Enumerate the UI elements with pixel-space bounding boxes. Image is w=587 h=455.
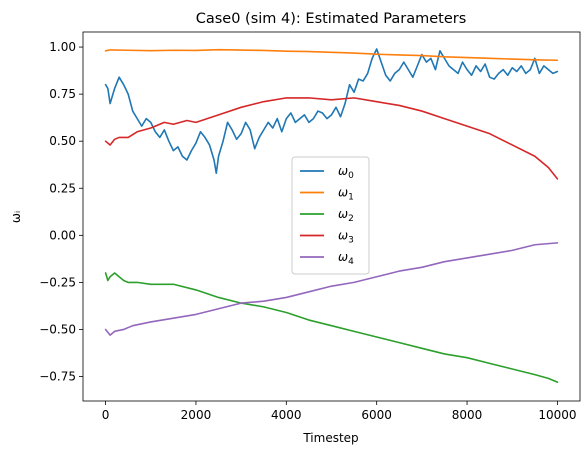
chart-title: Case0 (sim 4): Estimated Parameters bbox=[196, 11, 467, 27]
legend-label-0: ω0 bbox=[338, 164, 354, 181]
y-tick-label: −0.50 bbox=[39, 322, 76, 336]
series-line-2 bbox=[104, 272, 559, 383]
legend-box bbox=[291, 156, 370, 275]
series-line-4 bbox=[104, 242, 559, 336]
y-tick-label: 1.00 bbox=[49, 40, 76, 54]
series-line-1 bbox=[104, 48, 559, 62]
x-tick-label: 6000 bbox=[361, 408, 392, 422]
legend-label-1: ω1 bbox=[338, 186, 354, 203]
series-line-3 bbox=[104, 97, 559, 180]
y-tick-label: 0.50 bbox=[49, 134, 76, 148]
x-axis: 0 2000 4000 6000 8000 10000 bbox=[102, 401, 577, 422]
y-tick-label: 0.75 bbox=[49, 87, 76, 101]
series-line-0 bbox=[104, 48, 559, 174]
x-axis-title: Timestep bbox=[302, 431, 358, 445]
plot-frame bbox=[82, 31, 581, 402]
legend-label-3: ω3 bbox=[338, 229, 354, 246]
y-tick-label: −0.75 bbox=[39, 370, 76, 384]
y-tick-label: 0.25 bbox=[49, 181, 76, 195]
y-axis-title: ωᵢ bbox=[9, 211, 23, 223]
legend: ω0 ω1 ω2 ω3 ω4 bbox=[291, 156, 370, 275]
x-tick-label: 8000 bbox=[452, 408, 483, 422]
x-tick-label: 0 bbox=[102, 408, 110, 422]
legend-label-2: ω2 bbox=[338, 207, 354, 224]
y-tick-label: 0.00 bbox=[49, 228, 76, 242]
x-tick-label: 2000 bbox=[181, 408, 212, 422]
x-tick-label: 10000 bbox=[538, 408, 576, 422]
y-tick-label: −0.25 bbox=[39, 275, 76, 289]
x-tick-label: 4000 bbox=[271, 408, 302, 422]
legend-label-4: ω4 bbox=[338, 250, 354, 267]
y-axis: −0.75 −0.50 −0.25 0.00 0.25 0.50 0.75 1.00 bbox=[39, 40, 83, 384]
plot-lines bbox=[104, 48, 559, 383]
